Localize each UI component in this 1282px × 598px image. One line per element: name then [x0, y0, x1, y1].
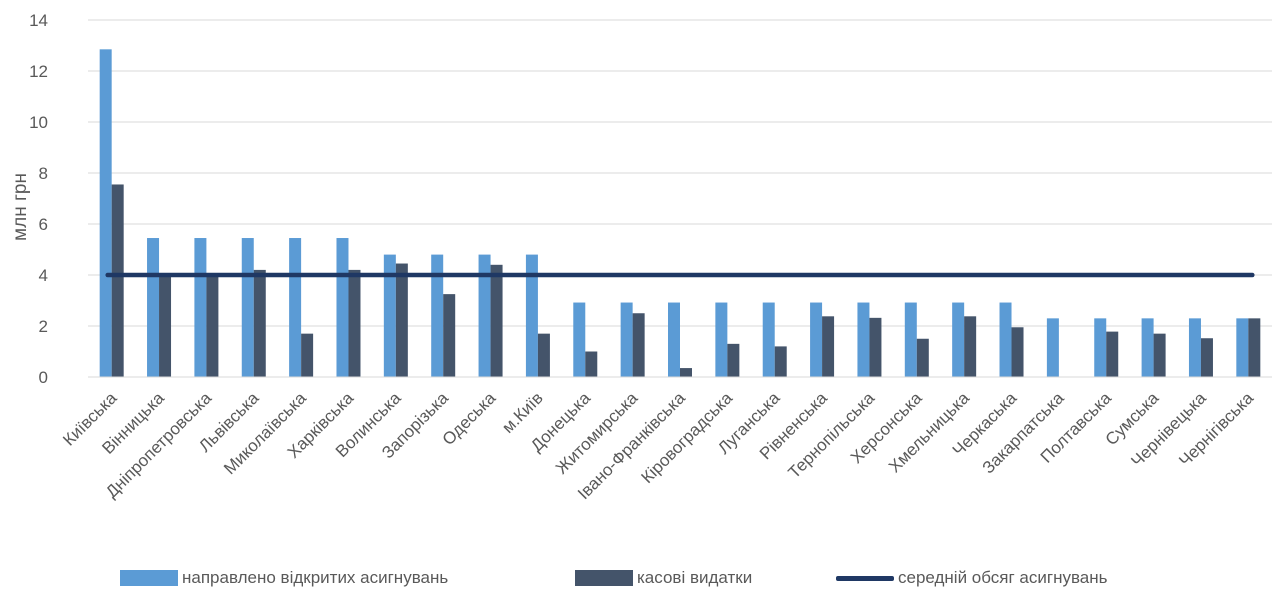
bar-cash-expenses: [916, 338, 929, 377]
bar-open-allocations: [620, 302, 633, 377]
legend-item-cash-expenses: касові видатки: [575, 568, 752, 588]
y-tick-label: 4: [39, 266, 48, 285]
legend-swatch-open-allocations: [120, 570, 178, 586]
legend-swatch-average: [836, 575, 894, 581]
y-axis-label: млн грн: [10, 173, 31, 241]
legend-label-open-allocations: направлено відкритих асигнувань: [182, 568, 449, 587]
bar-open-allocations: [715, 302, 728, 377]
y-tick-label: 10: [29, 113, 48, 132]
bar-open-allocations: [810, 302, 823, 377]
bar-open-allocations: [289, 238, 302, 377]
bar-cash-expenses: [537, 333, 550, 377]
bar-cash-expenses: [206, 275, 219, 377]
bar-cash-expenses: [1153, 333, 1166, 377]
legend-item-open-allocations: направлено відкритих асигнувань: [120, 568, 448, 588]
x-category-label: Миколаївська: [220, 388, 310, 478]
legend-label-cash-expenses: касові видатки: [637, 568, 753, 587]
bar-open-allocations: [194, 238, 207, 377]
bar-cash-expenses: [1106, 331, 1119, 377]
bar-cash-expenses: [964, 316, 977, 377]
x-category-label: Закарпатська: [979, 388, 1068, 477]
bar-open-allocations: [762, 302, 775, 377]
bar-cash-expenses: [1011, 327, 1024, 377]
bar-cash-expenses: [774, 346, 787, 377]
y-tick-label: 0: [39, 368, 48, 387]
y-tick-label: 2: [39, 317, 48, 336]
bar-open-allocations: [147, 238, 160, 377]
y-axis-ticks: 0 2 4 6 8 10 12 14: [29, 11, 48, 387]
x-category-label: Одеська: [439, 388, 500, 449]
bar-open-allocations: [1094, 318, 1107, 377]
bar-cash-expenses: [253, 269, 266, 377]
bar-open-allocations: [241, 238, 254, 377]
y-tick-label: 8: [39, 164, 48, 183]
bar-open-allocations: [1236, 318, 1249, 377]
legend-item-average: середній обсяг асигнувань: [836, 568, 1108, 588]
legend-label-average: середній обсяг асигнувань: [898, 568, 1108, 587]
bar-open-allocations: [904, 302, 917, 377]
bar-open-allocations: [573, 302, 586, 377]
bar-open-allocations: [383, 254, 396, 377]
bar-open-allocations: [336, 238, 349, 377]
bar-cash-expenses: [1248, 318, 1261, 377]
legend-swatch-cash-expenses: [575, 570, 633, 586]
bar-cash-expenses: [822, 316, 835, 377]
bar-open-allocations: [99, 49, 112, 377]
bar-open-allocations: [952, 302, 965, 377]
bar-cash-expenses: [348, 269, 361, 377]
bar-cash-expenses: [301, 333, 314, 377]
bar-cash-expenses: [490, 264, 503, 377]
bar-open-allocations: [431, 254, 444, 377]
bars: [99, 49, 1261, 377]
y-tick-label: 14: [29, 11, 48, 30]
bar-chart: 0 2 4 6 8 10 12 14 млн грн КиївськаВінницькаДні…: [10, 11, 1272, 503]
bar-cash-expenses: [680, 368, 692, 377]
bar-open-allocations: [1046, 318, 1059, 377]
bar-open-allocations: [478, 254, 491, 377]
bar-open-allocations: [525, 254, 538, 377]
y-tick-label: 6: [39, 215, 48, 234]
x-axis-categories: КиївськаВінницькаДніпропетровськаЛьвівсь…: [59, 388, 1257, 503]
bar-cash-expenses: [1200, 338, 1213, 377]
bar-open-allocations: [668, 302, 680, 377]
bar-cash-expenses: [632, 313, 645, 377]
bar-cash-expenses: [395, 263, 408, 377]
bar-cash-expenses: [727, 343, 740, 377]
legend: направлено відкритих асигнувань касові в…: [0, 568, 1282, 594]
bar-open-allocations: [1141, 318, 1154, 377]
bar-open-allocations: [999, 302, 1012, 377]
bar-cash-expenses: [111, 184, 124, 377]
y-tick-label: 12: [29, 62, 48, 81]
x-category-label: Житомирська: [552, 388, 642, 478]
bar-cash-expenses: [585, 351, 598, 377]
bar-open-allocations: [857, 302, 870, 377]
bar-open-allocations: [1188, 318, 1201, 377]
bar-cash-expenses: [443, 294, 456, 377]
bar-cash-expenses: [159, 275, 172, 377]
bar-cash-expenses: [869, 317, 882, 377]
